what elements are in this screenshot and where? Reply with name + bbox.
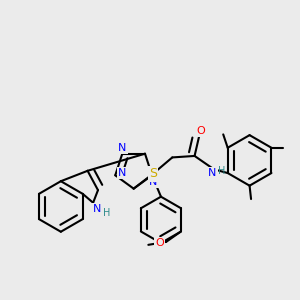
Text: N: N <box>118 143 127 153</box>
Text: S: S <box>149 167 157 180</box>
Text: H: H <box>103 208 110 218</box>
Text: O: O <box>155 238 164 248</box>
Text: N: N <box>208 168 217 178</box>
Text: H: H <box>218 166 225 176</box>
Text: N: N <box>118 168 126 178</box>
Text: N: N <box>149 177 158 187</box>
Text: O: O <box>196 126 205 136</box>
Text: N: N <box>92 204 101 214</box>
